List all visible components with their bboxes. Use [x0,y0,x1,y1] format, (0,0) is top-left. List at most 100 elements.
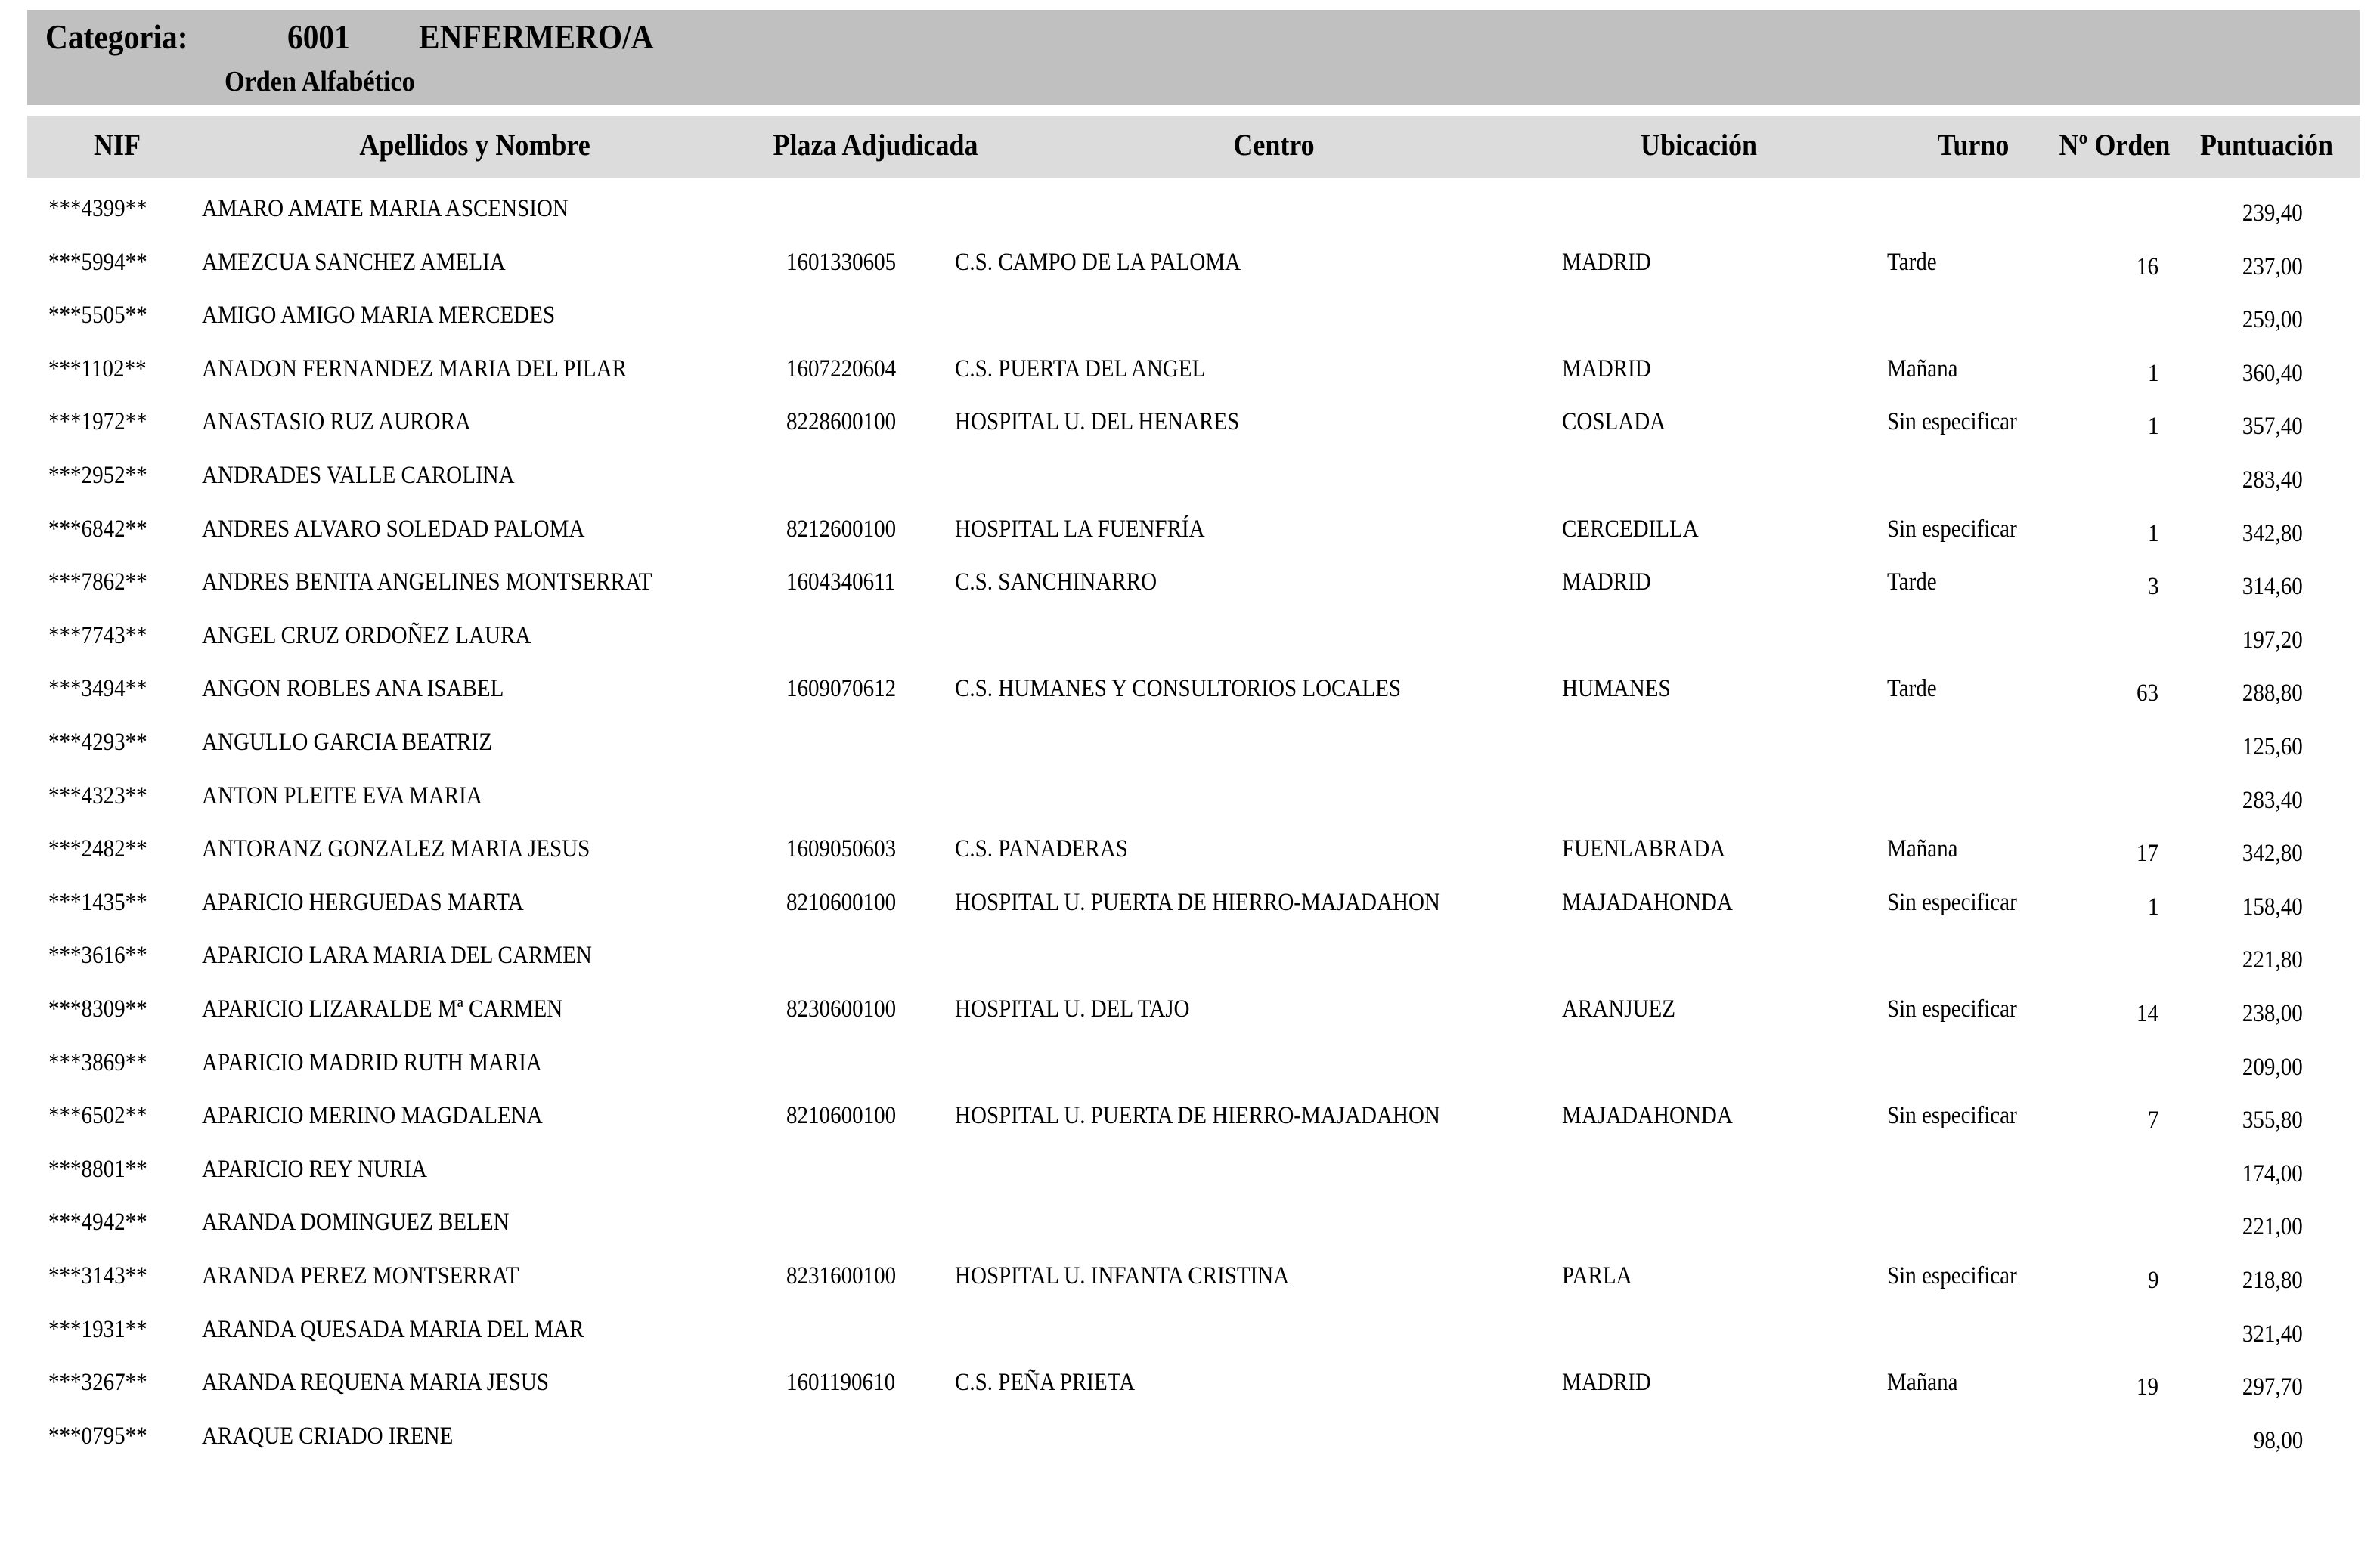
puntuacion-cell: 288,80 [2242,680,2303,707]
table-row: ***1102** ANADON FERNANDEZ MARIA DEL PILA… [0,346,2380,399]
column-header-plaza: Plaza Adjudicada [773,128,978,162]
name-cell: ANTORANZ GONZALEZ MARIA JESUS [202,835,590,863]
nif-cell: ***5994** [48,248,147,276]
column-header-turno: Turno [1937,128,2010,162]
puntuacion-cell: 297,70 [2242,1373,2303,1401]
orden-cell: 9 [2147,1267,2158,1294]
table-row: ***6502** APARICIO MERINO MAGDALENA 821060… [0,1093,2380,1146]
nif-cell: ***5505** [48,302,147,330]
centro-cell: HOSPITAL U. DEL HENARES [955,408,1240,436]
puntuacion-cell: 158,40 [2242,893,2303,921]
category-name: ENFERMERO/A [419,17,654,56]
nif-cell: ***3143** [48,1262,147,1289]
turno-cell: Tarde [1887,675,1937,703]
table-row: ***4293** ANGULLO GARCIA BEATRIZ 125,60 [0,720,2380,772]
table-header [27,116,2360,178]
nif-cell: ***8801** [48,1155,147,1183]
plaza-cell: 8231600100 [786,1262,897,1289]
nif-cell: ***0795** [48,1422,147,1450]
column-header-nombre: Apellidos y Nombre [359,128,590,162]
ubicacion-cell: ARANJUEZ [1562,995,1676,1023]
puntuacion-cell: 197,20 [2242,626,2303,654]
plaza-cell: 1609050603 [786,835,897,863]
ubicacion-cell: MAJADAHONDA [1562,1102,1733,1130]
name-cell: ANDRADES VALLE CAROLINA [202,462,515,489]
name-cell: ANTON PLEITE EVA MARIA [202,782,482,810]
category-banner [27,10,2360,105]
puntuacion-cell: 342,80 [2242,840,2303,868]
name-cell: ANGON ROBLES ANA ISABEL [202,675,504,703]
puntuacion-cell: 125,60 [2242,733,2303,760]
name-cell: ANGEL CRUZ ORDOÑEZ LAURA [202,621,531,649]
turno-cell: Mañana [1887,354,1958,382]
orden-cell: 19 [2136,1373,2158,1401]
category-code: 6001 [287,17,350,56]
table-row: ***2482** ANTORANZ GONZALEZ MARIA JESUS 16… [0,826,2380,879]
table-row: ***4399** AMARO AMATE MARIA ASCENSION 239,… [0,186,2380,239]
name-cell: AMIGO AMIGO MARIA MERCEDES [202,302,556,330]
table-row: ***1972** ANASTASIO RUZ AURORA 8228600100 H… [0,399,2380,452]
ubicacion-cell: CERCEDILLA [1562,515,1699,543]
name-cell: APARICIO MERINO MAGDALENA [202,1102,543,1130]
table-row: ***4323** ANTON PLEITE EVA MARIA 283,40 [0,773,2380,826]
table-row: ***5505** AMIGO AMIGO MARIA MERCEDES 259,0… [0,293,2380,345]
orden-cell: 16 [2136,252,2158,280]
nif-cell: ***3869** [48,1048,147,1076]
puntuacion-cell: 218,80 [2242,1267,2303,1294]
puntuacion-cell: 209,00 [2242,1053,2303,1081]
name-cell: AMARO AMATE MARIA ASCENSION [202,195,569,222]
table-row: ***3143** ARANDA PEREZ MONTSERRAT 82316001… [0,1253,2380,1306]
puntuacion-cell: 221,80 [2242,946,2303,974]
turno-cell: Sin especificar [1887,515,2017,543]
table-row: ***7743** ANGEL CRUZ ORDOÑEZ LAURA 197,20 [0,613,2380,666]
puntuacion-cell: 237,00 [2242,252,2303,280]
centro-cell: HOSPITAL U. INFANTA CRISTINA [955,1262,1290,1289]
puntuacion-cell: 360,40 [2242,359,2303,387]
ubicacion-cell: FUENLABRADA [1562,835,1726,863]
turno-cell: Sin especificar [1887,1102,2017,1130]
puntuacion-cell: 238,00 [2242,1000,2303,1027]
nif-cell: ***2482** [48,835,147,863]
table-row: ***3267** ARANDA REQUENA MARIA JESUS 16011… [0,1360,2380,1413]
plaza-cell: 1601190610 [786,1369,896,1397]
table-row: ***8309** APARICIO LIZARALDE Mª CARMEN 823… [0,986,2380,1039]
table-row: ***7862** ANDRES BENITA ANGELINES MONTSER… [0,559,2380,612]
puntuacion-cell: 314,60 [2242,573,2303,601]
name-cell: ARAQUE CRIADO IRENE [202,1422,454,1450]
name-cell: ARANDA PEREZ MONTSERRAT [202,1262,519,1289]
ubicacion-cell: MADRID [1562,248,1651,276]
ubicacion-cell: MAJADAHONDA [1562,888,1733,916]
column-header-nif: NIF [93,128,141,162]
puntuacion-cell: 221,00 [2242,1213,2303,1241]
name-cell: ANDRES BENITA ANGELINES MONTSERRAT [202,568,652,596]
turno-cell: Sin especificar [1887,408,2017,436]
plaza-cell: 1607220604 [786,354,897,382]
nif-cell: ***7862** [48,568,147,596]
table-row: ***3616** APARICIO LARA MARIA DEL CARMEN 2… [0,933,2380,986]
sort-order-label: Orden Alfabético [225,66,415,98]
plaza-cell: 8230600100 [786,995,897,1023]
name-cell: APARICIO REY NURIA [202,1155,427,1183]
orden-cell: 3 [2147,573,2158,601]
ubicacion-cell: MADRID [1562,568,1651,596]
name-cell: APARICIO MADRID RUTH MARIA [202,1048,542,1076]
nif-cell: ***1931** [48,1315,147,1343]
nif-cell: ***6502** [48,1102,147,1130]
table-row: ***3869** APARICIO MADRID RUTH MARIA 209,0… [0,1040,2380,1093]
centro-cell: HOSPITAL U. PUERTA DE HIERRO-MAJADAHON [955,1102,1440,1130]
column-header-puntuacion: Puntuación [2199,128,2334,162]
puntuacion-cell: 342,80 [2242,519,2303,547]
orden-cell: 1 [2147,413,2158,441]
centro-cell: HOSPITAL LA FUENFRÍA [955,515,1205,543]
table-row: ***2952** ANDRADES VALLE CAROLINA 283,40 [0,453,2380,506]
nif-cell: ***3494** [48,675,147,703]
centro-cell: C.S. HUMANES Y CONSULTORIOS LOCALES [955,675,1402,703]
ubicacion-cell: COSLADA [1562,408,1666,436]
centro-cell: C.S. SANCHINARRO [955,568,1157,596]
table-row: ***0795** ARAQUE CRIADO IRENE 98,00 [0,1413,2380,1466]
puntuacion-cell: 98,00 [2253,1426,2303,1454]
ubicacion-cell: MADRID [1562,354,1651,382]
table-row: ***6842** ANDRES ALVARO SOLEDAD PALOMA 821… [0,506,2380,559]
name-cell: APARICIO LARA MARIA DEL CARMEN [202,942,592,970]
orden-cell: 63 [2136,680,2158,707]
